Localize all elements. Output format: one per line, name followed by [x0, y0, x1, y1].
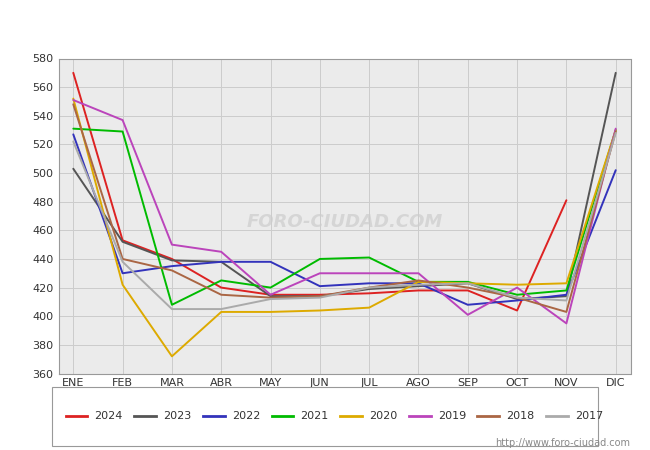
FancyBboxPatch shape	[52, 387, 598, 446]
Text: 2018: 2018	[506, 411, 535, 421]
Text: 2020: 2020	[369, 411, 397, 421]
Text: 2019: 2019	[438, 411, 466, 421]
Text: 2017: 2017	[575, 411, 603, 421]
Text: 2022: 2022	[232, 411, 260, 421]
Text: FORO-CIUDAD.COM: FORO-CIUDAD.COM	[246, 213, 443, 231]
Text: 2024: 2024	[95, 411, 123, 421]
Text: http://www.foro-ciudad.com: http://www.foro-ciudad.com	[495, 438, 630, 448]
Text: 2023: 2023	[163, 411, 192, 421]
Text: 2021: 2021	[300, 411, 329, 421]
Text: Afiliados en Baños de la Encina a 30/11/2024: Afiliados en Baños de la Encina a 30/11/…	[152, 19, 498, 35]
